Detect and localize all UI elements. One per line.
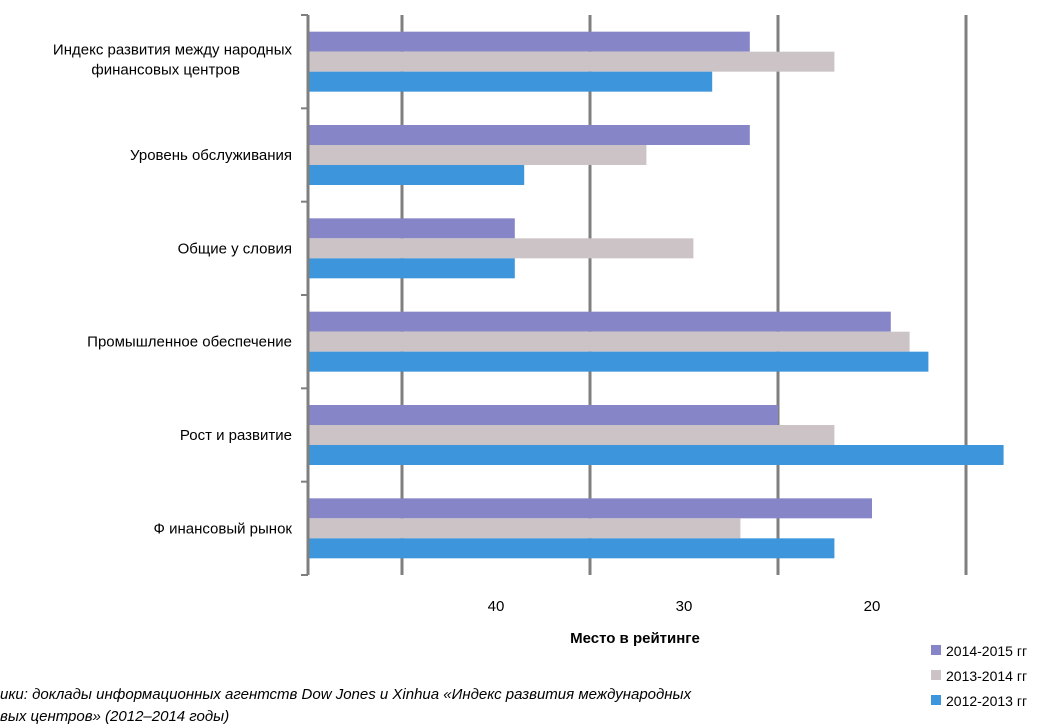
- bar: [308, 311, 891, 332]
- legend-label: 2012-2013 гг: [946, 693, 1027, 709]
- legend-swatch: [931, 695, 941, 705]
- legend-swatch: [931, 670, 941, 680]
- bar: [308, 445, 1004, 465]
- legend-swatch: [931, 645, 941, 655]
- bar: [308, 351, 929, 372]
- legend-label: 2013-2014 гг: [946, 668, 1027, 684]
- legend-label: 2014-2015 гг: [946, 643, 1027, 659]
- bar: [308, 218, 515, 239]
- category-label: Ф инансовый рынок: [154, 520, 293, 537]
- bar: [308, 258, 515, 279]
- category-labels: Индекс развития между народных финансовых…: [53, 42, 293, 538]
- bar: [308, 31, 750, 52]
- bars: [308, 31, 1004, 559]
- legend: 2014-2015 гг 2013-2014 гг 2012-2013 гг: [931, 643, 1027, 709]
- bar: [308, 71, 713, 92]
- bar: [308, 538, 835, 559]
- bar: [308, 331, 910, 352]
- bar: [308, 498, 872, 519]
- source-note-line-1: ики: доклады информационных агентств Dow…: [0, 686, 692, 703]
- bar: [308, 238, 694, 259]
- x-axis-title: Место в рейтинге: [570, 630, 700, 647]
- category-label: Рост и развитие: [180, 427, 292, 444]
- y-axis: [301, 14, 310, 576]
- bar: [308, 125, 750, 145]
- category-label: Уровень обслуживания: [130, 147, 292, 164]
- bar: [308, 165, 525, 185]
- bar: [308, 145, 647, 165]
- source-note-line-2: вых центров» (2012–2014 годы): [0, 708, 229, 725]
- bar: [308, 405, 778, 425]
- grid-lines: [400, 15, 968, 575]
- bar: [308, 51, 835, 72]
- x-tick-label: 30: [676, 598, 693, 615]
- bar: [308, 425, 835, 445]
- x-tick-label: 20: [864, 598, 881, 615]
- category-label: Индекс развития между народных финансовых…: [53, 42, 293, 79]
- category-label: Промышленное обеспечение: [87, 334, 292, 351]
- x-tick-label: 40: [488, 598, 505, 615]
- bar: [308, 518, 741, 539]
- category-label: Общие у словия: [178, 240, 292, 257]
- x-tick-labels: 40302010: [488, 598, 881, 615]
